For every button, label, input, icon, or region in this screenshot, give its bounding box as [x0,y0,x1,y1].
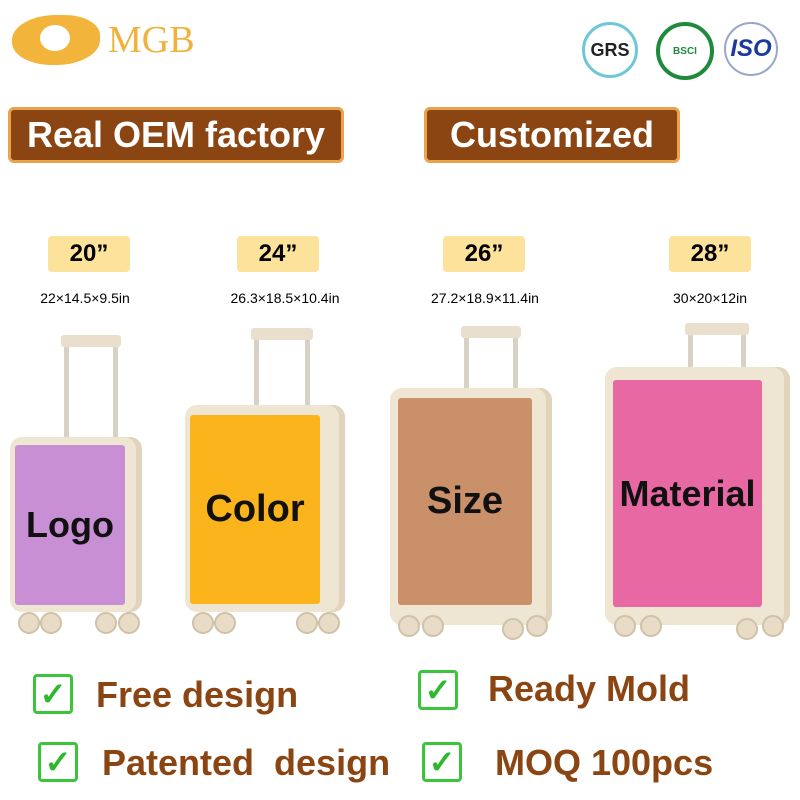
brand-name: MGB [108,19,195,61]
suitcase-panel: Material [613,380,762,607]
wheel [640,615,662,637]
handle [61,335,121,442]
wheel [214,612,236,634]
customized-banner: Customized [424,107,680,163]
oem-banner: Real OEM factory [8,107,344,163]
wheel [18,612,40,634]
size-tag: 20” [48,236,130,272]
handle [251,328,313,410]
size-tag: 28” [669,236,751,272]
grs-cert-icon: GRS [582,22,638,78]
check-icon: ✓ [38,742,78,782]
wheel [40,612,62,634]
iso-cert-icon: ISO [724,22,778,76]
check-icon: ✓ [33,674,73,714]
wheel [192,612,214,634]
feature-patented-design: Patented design [102,742,391,783]
suitcase-panel: Size [398,398,532,605]
dimensions: 26.3×18.5×10.4in [230,290,340,306]
wheel [502,618,524,640]
wheel [95,612,117,634]
bsci-cert-icon: BSCI [656,22,714,80]
check-icon: ✓ [422,742,462,782]
wheel [398,615,420,637]
wheel [422,615,444,637]
feature-free-design: Free design [96,674,299,715]
wheel [736,618,758,640]
wheel [614,615,636,637]
feature-ready-mold: Ready Mold [488,668,691,709]
suitcase-panel: Color [190,415,320,604]
wheel [118,612,140,634]
handle [685,323,749,372]
wheel [762,615,784,637]
dimensions: 22×14.5×9.5in [40,290,130,306]
check-icon: ✓ [418,670,458,710]
wheel [318,612,340,634]
wheel [526,615,548,637]
dimensions: 30×20×12in [673,290,747,306]
mgb-logo-icon [12,15,100,65]
feature-moq: MOQ 100pcs [495,742,714,783]
dimensions: 27.2×18.9×11.4in [431,290,539,306]
suitcase-panel: Logo [15,445,125,605]
handle [461,326,521,393]
size-tag: 26” [443,236,525,272]
size-tag: 24” [237,236,319,272]
wheel [296,612,318,634]
